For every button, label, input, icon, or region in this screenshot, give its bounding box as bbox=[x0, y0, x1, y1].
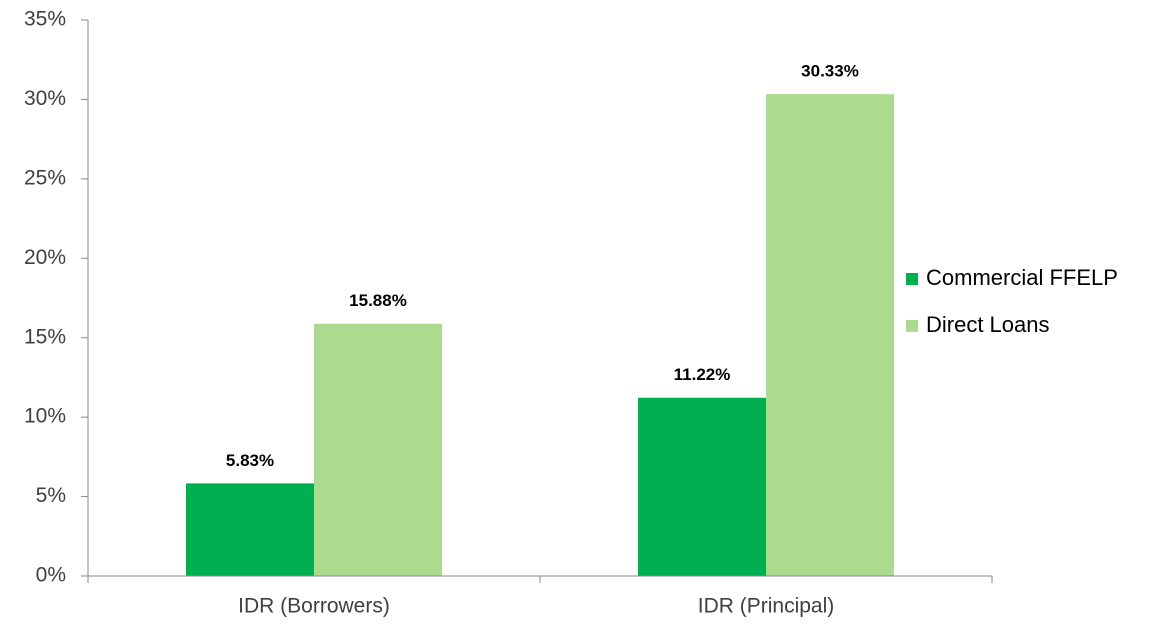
legend-swatch bbox=[906, 273, 918, 285]
y-tick-label: 35% bbox=[24, 8, 66, 31]
legend-label: Direct Loans bbox=[926, 312, 1050, 337]
y-tick-label: 15% bbox=[24, 325, 66, 348]
y-tick-label: 10% bbox=[24, 405, 66, 428]
legend-label: Commercial FFELP bbox=[926, 265, 1118, 290]
bar bbox=[638, 397, 766, 576]
bar bbox=[314, 323, 442, 576]
legend-swatch bbox=[906, 320, 918, 332]
value-label: 30.33% bbox=[801, 62, 859, 81]
value-label: 5.83% bbox=[226, 451, 274, 470]
x-tick-label: IDR (Borrowers) bbox=[238, 595, 390, 618]
y-tick-label: 20% bbox=[24, 246, 66, 269]
bar bbox=[766, 94, 894, 577]
y-tick-label: 5% bbox=[36, 484, 66, 507]
value-label: 15.88% bbox=[349, 291, 407, 310]
x-tick-label: IDR (Principal) bbox=[698, 595, 835, 618]
bar bbox=[186, 483, 314, 576]
y-tick-label: 0% bbox=[36, 564, 66, 587]
y-tick-label: 30% bbox=[24, 87, 66, 110]
y-tick-label: 25% bbox=[24, 166, 66, 189]
value-label: 11.22% bbox=[674, 365, 731, 384]
